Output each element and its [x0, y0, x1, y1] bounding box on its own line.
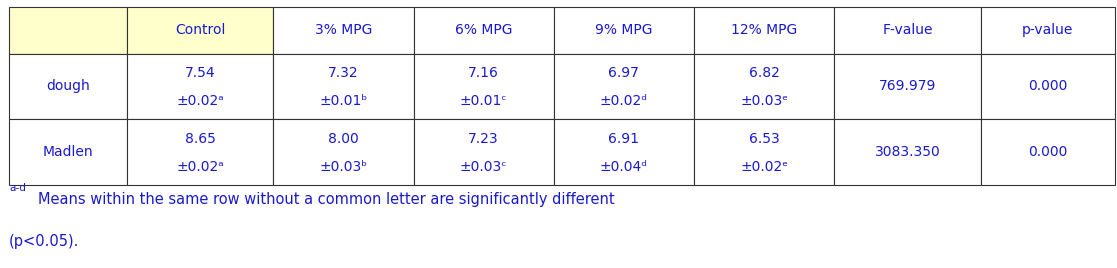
Text: 7.32: 7.32 — [328, 66, 359, 80]
Text: Madlen: Madlen — [42, 145, 93, 159]
Text: ±0.04ᵈ: ±0.04ᵈ — [600, 159, 648, 174]
Text: 6.91: 6.91 — [609, 132, 639, 146]
Text: ±0.03ᵉ: ±0.03ᵉ — [741, 94, 789, 108]
Text: ±0.01ᶜ: ±0.01ᶜ — [460, 94, 507, 108]
Text: ±0.02ᵉ: ±0.02ᵉ — [741, 159, 789, 174]
Text: 769.979: 769.979 — [879, 79, 936, 94]
Text: 8.65: 8.65 — [184, 132, 216, 146]
Bar — [694, 7, 834, 54]
Text: ±0.02ᵃ: ±0.02ᵃ — [176, 159, 223, 174]
Text: ±0.01ᵇ: ±0.01ᵇ — [319, 94, 367, 108]
Bar — [274, 54, 413, 119]
Bar — [834, 119, 981, 185]
Text: 6% MPG: 6% MPG — [455, 23, 513, 37]
Bar — [274, 7, 413, 54]
Bar — [554, 54, 694, 119]
Bar — [554, 7, 694, 54]
Text: dough: dough — [46, 79, 89, 94]
Text: 6.82: 6.82 — [748, 66, 780, 80]
Text: Means within the same row without a common letter are significantly different: Means within the same row without a comm… — [38, 192, 614, 207]
Text: Control: Control — [175, 23, 226, 37]
Text: 7.16: 7.16 — [468, 66, 499, 80]
Text: 7.54: 7.54 — [184, 66, 216, 80]
Bar — [694, 119, 834, 185]
Bar — [981, 54, 1115, 119]
Text: 9% MPG: 9% MPG — [595, 23, 652, 37]
Text: 0.000: 0.000 — [1028, 145, 1068, 159]
Bar — [981, 7, 1115, 54]
Bar — [981, 119, 1115, 185]
Bar — [9, 54, 127, 119]
Text: ±0.02ᵃ: ±0.02ᵃ — [176, 94, 223, 108]
Text: 6.97: 6.97 — [609, 66, 639, 80]
Bar — [9, 119, 127, 185]
Bar — [9, 7, 127, 54]
Bar — [413, 7, 554, 54]
Text: ±0.02ᵈ: ±0.02ᵈ — [600, 94, 648, 108]
Text: 3083.350: 3083.350 — [875, 145, 941, 159]
Text: 0.000: 0.000 — [1028, 79, 1068, 94]
Text: ±0.03ᶜ: ±0.03ᶜ — [460, 159, 507, 174]
Text: 7.23: 7.23 — [468, 132, 499, 146]
Bar — [127, 54, 274, 119]
Bar — [127, 119, 274, 185]
Text: 3% MPG: 3% MPG — [315, 23, 372, 37]
Bar — [694, 54, 834, 119]
Bar — [274, 119, 413, 185]
Bar — [413, 54, 554, 119]
Text: a-d: a-d — [9, 183, 26, 193]
Text: p-value: p-value — [1022, 23, 1073, 37]
Bar — [413, 119, 554, 185]
Bar — [834, 7, 981, 54]
Bar — [127, 7, 274, 54]
Text: F-value: F-value — [882, 23, 933, 37]
Text: (p<0.05).: (p<0.05). — [9, 234, 79, 249]
Bar — [554, 119, 694, 185]
Text: 8.00: 8.00 — [328, 132, 359, 146]
Text: 12% MPG: 12% MPG — [731, 23, 798, 37]
Text: 6.53: 6.53 — [748, 132, 780, 146]
Text: ±0.03ᵇ: ±0.03ᵇ — [319, 159, 367, 174]
Bar — [834, 54, 981, 119]
